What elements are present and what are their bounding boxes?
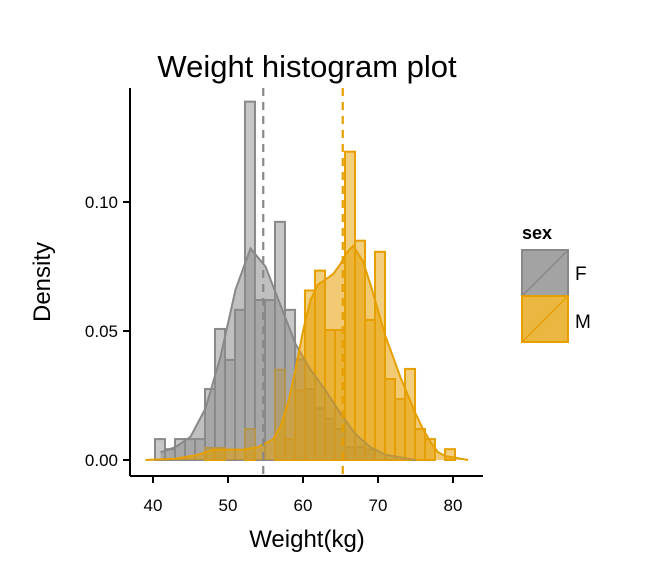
y-tick-label: 0.00 xyxy=(85,451,118,470)
density-line-m xyxy=(145,244,469,461)
legend-key-f xyxy=(521,249,569,297)
density-area-m xyxy=(145,245,468,460)
y-tick-label: 0.05 xyxy=(85,322,118,341)
legend-key-m xyxy=(521,295,569,343)
x-axis-title: Weight(kg) xyxy=(249,526,365,553)
legend: sex F M xyxy=(521,223,591,343)
legend-label-m: M xyxy=(575,312,591,333)
x-tick-label: 80 xyxy=(444,496,463,515)
x-tick-label: 60 xyxy=(294,496,313,515)
legend-label-f: F xyxy=(575,264,587,285)
axis-ticks: 40 50 60 70 80 0.00 0.05 0.10 xyxy=(85,193,463,515)
x-tick-label: 40 xyxy=(144,496,163,515)
x-tick-label: 50 xyxy=(219,496,238,515)
y-axis-title: Density xyxy=(29,242,56,322)
chart-title: Weight histogram plot xyxy=(157,49,457,84)
density-area-f xyxy=(160,248,416,460)
legend-title: sex xyxy=(522,223,552,243)
y-tick-label: 0.10 xyxy=(85,193,118,212)
x-tick-label: 70 xyxy=(369,496,388,515)
plot-marks xyxy=(145,88,469,476)
